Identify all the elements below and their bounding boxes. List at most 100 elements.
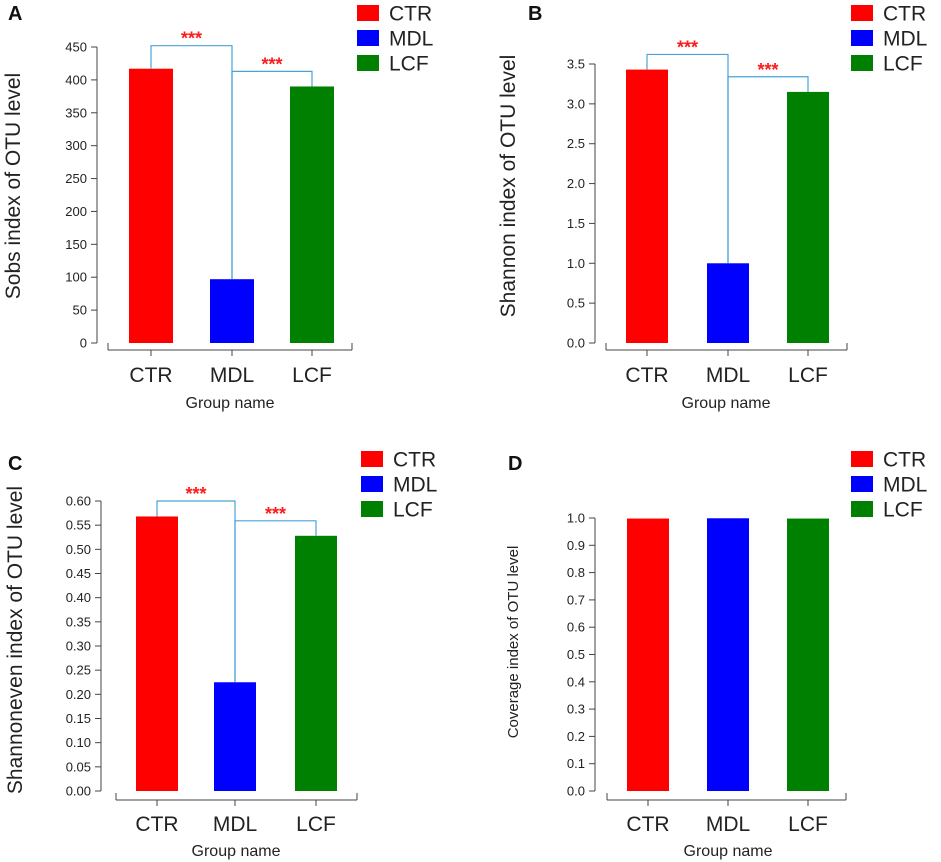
y-tick-label: 0.45 [66,566,91,581]
y-tick-label: 0.5 [567,647,585,662]
x-tick-label: MDL [706,813,750,836]
y-tick-label: 0.7 [567,592,585,607]
y-tick-label: 0.3 [567,702,585,717]
x-axis: CTR MDL LCF [115,793,358,836]
y-tick-label: 0.00 [66,784,91,799]
bar-ctr [136,516,178,791]
y-tick-label: 400 [65,72,87,87]
y-tick-label: 0.20 [66,687,91,702]
x-axis: CTR MDL LCF [606,793,847,836]
panel-d: D Coverage index of OTU level Group name… [505,449,927,861]
y-axis-title: Shannoneven index of OTU level [4,486,27,794]
y-tick-label: 0.5 [567,296,585,311]
legend-label: MDL [389,28,433,51]
legend-swatch-mdl [361,476,383,492]
bar-ctr [129,68,173,343]
y-tick-label: 0.2 [567,729,585,744]
significance-bracket [231,70,313,280]
y-tick-label: 100 [65,270,87,285]
bars [129,68,334,343]
y-tick-label: 0.9 [567,538,585,553]
panel-letter: D [508,453,522,475]
y-tick-label: 250 [65,171,87,186]
significance-bracket [727,76,809,264]
x-axis-title: Group name [192,843,281,860]
panel-b: B Shannon index of OTU level Group name … [497,3,927,413]
bar-lcf [787,91,829,344]
bar-lcf [295,535,337,791]
y-tick-label: 350 [65,105,87,120]
y-axis: 0.00 0.05 0.10 0.15 0.20 0.25 0.30 0.35 0.40 0.45… [66,494,102,799]
legend-label: MDL [883,28,927,51]
y-tick-label: 0.10 [66,735,91,750]
bar-mdl [707,263,749,343]
y-tick-label: 0.25 [66,663,91,678]
legend-label: MDL [883,474,927,497]
y-axis: 0.0 0.5 1.0 1.5 2.0 2.5 3.0 3.5 [567,57,596,351]
x-tick-label: LCF [788,364,828,387]
legend-swatch-ctr [357,5,379,21]
significance-label: *** [757,60,778,80]
legend-swatch-mdl [851,30,873,46]
y-axis-title: Coverage index of OTU level [505,546,522,739]
y-tick-label: 200 [65,204,87,219]
legend-swatch-lcf [357,55,379,71]
y-tick-label: 0.6 [567,620,585,635]
bar-mdl [210,279,254,343]
legend-label: CTR [389,3,432,26]
x-axis-title: Group name [186,395,275,412]
y-tick-label: 0.55 [66,518,91,533]
x-axis: CTR MDL LCF [605,343,848,387]
bar-ctr [627,518,669,791]
significance-label: *** [185,484,206,504]
x-tick-label: LCF [788,813,828,836]
bar-ctr [626,69,668,343]
y-tick-label: 50 [73,303,87,318]
x-tick-label: LCF [296,813,336,836]
x-axis-title: Group name [684,843,773,860]
significance-brackets: *** *** [646,37,809,264]
panel-a: A Sobs index of OTU level Group name ***… [2,3,433,413]
significance-brackets: *** *** [150,29,313,280]
bar-lcf [290,86,334,343]
legend-swatch-mdl [357,30,379,46]
significance-brackets: *** *** [156,484,317,683]
legend-label: CTR [883,449,926,472]
legend-label: LCF [389,53,429,76]
x-tick-label: CTR [135,813,178,836]
y-axis: 0 50 100 150 200 250 300 350 400 450 [65,40,98,351]
legend-label: MDL [393,474,437,497]
legend-label: CTR [883,3,926,26]
bar-lcf [787,518,829,791]
significance-label: *** [261,54,282,74]
y-tick-label: 150 [65,237,87,252]
x-tick-label: CTR [626,813,669,836]
x-tick-label: MDL [706,364,750,387]
legend-label: LCF [883,499,923,522]
significance-label: *** [181,29,202,49]
significance-label: *** [265,504,286,524]
bar-mdl [214,682,256,791]
y-tick-label: 450 [65,40,87,55]
y-tick-label: 0.35 [66,614,91,629]
legend-label: LCF [393,499,433,522]
y-tick-label: 2.0 [567,176,585,191]
x-axis-title: Group name [682,395,771,412]
x-tick-label: CTR [129,364,172,387]
y-tick-label: 1.5 [567,216,585,231]
y-tick-label: 0.50 [66,542,91,557]
legend-swatch-lcf [851,55,873,71]
y-tick-label: 0.8 [567,565,585,580]
y-tick-label: 0.40 [66,590,91,605]
significance-label: *** [677,37,698,57]
panel-letter: A [8,3,22,25]
x-tick-label: MDL [213,813,257,836]
legend-swatch-lcf [851,501,873,517]
bar-mdl [707,518,749,791]
y-tick-label: 0 [80,336,87,351]
y-axis: 0.0 0.1 0.2 0.3 0.4 0.5 0.6 0.7 0.8 0.9 1.0 [567,511,596,799]
